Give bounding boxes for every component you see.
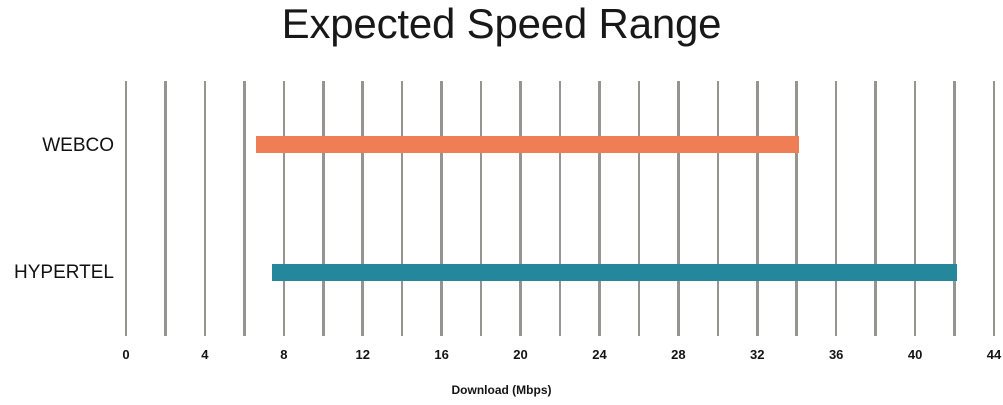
category-label: HYPERTEL bbox=[14, 262, 114, 284]
chart-title: Expected Speed Range bbox=[281, 0, 722, 47]
plot-area bbox=[124, 81, 996, 336]
x-tick-label: 28 bbox=[671, 347, 686, 362]
gridline bbox=[124, 81, 128, 336]
gridline bbox=[637, 81, 641, 336]
gridline bbox=[479, 81, 483, 336]
range-bar bbox=[271, 263, 957, 281]
gridline bbox=[913, 81, 917, 336]
gridline bbox=[164, 81, 167, 336]
gridline bbox=[361, 81, 364, 336]
gridline bbox=[400, 81, 404, 336]
gridline bbox=[874, 81, 877, 336]
range-bar bbox=[256, 136, 799, 154]
gridline bbox=[716, 81, 720, 336]
gridline bbox=[203, 81, 207, 336]
gridline bbox=[519, 81, 522, 336]
x-tick-label: 12 bbox=[355, 347, 370, 362]
x-tick-label: 32 bbox=[750, 347, 765, 362]
gridline bbox=[756, 81, 759, 336]
gridline bbox=[282, 81, 286, 336]
x-tick-label: 4 bbox=[201, 347, 209, 362]
gridline bbox=[992, 81, 996, 336]
category-label: WEBCO bbox=[42, 134, 114, 156]
x-tick-label: 16 bbox=[434, 347, 449, 362]
gridline bbox=[834, 81, 838, 336]
gridline bbox=[243, 81, 246, 336]
x-tick-label: 20 bbox=[513, 347, 528, 362]
gridline bbox=[558, 81, 562, 336]
gridline bbox=[440, 81, 443, 336]
gridline bbox=[953, 81, 956, 336]
gridline bbox=[677, 81, 680, 336]
x-tick-label: 8 bbox=[280, 347, 288, 362]
x-tick-label: 40 bbox=[907, 347, 923, 362]
gridline bbox=[322, 81, 325, 336]
x-tick-label: 36 bbox=[828, 347, 844, 362]
x-tick-label: 24 bbox=[592, 347, 607, 362]
gridline bbox=[598, 81, 601, 336]
gridline bbox=[795, 81, 798, 336]
x-tick-label: 44 bbox=[986, 347, 1002, 362]
x-axis-title: Download (Mbps) bbox=[451, 383, 552, 397]
x-tick-label: 0 bbox=[122, 347, 130, 362]
